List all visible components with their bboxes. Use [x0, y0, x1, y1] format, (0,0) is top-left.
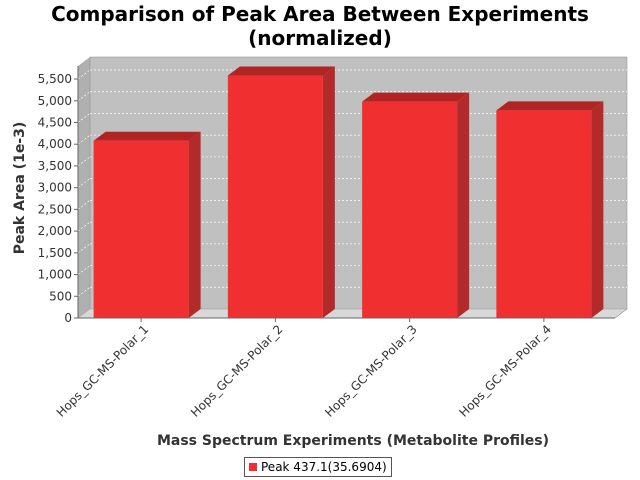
y-tick-label: 3,500 [38, 159, 72, 173]
y-tick-label: 4,000 [38, 137, 72, 151]
gridline-wall [77, 286, 91, 297]
bar-side [188, 131, 201, 318]
bar-top [496, 101, 604, 111]
y-tick-label: 5,500 [38, 72, 72, 86]
plot-back-wall [90, 57, 627, 309]
bar-front [496, 110, 592, 319]
gridline-wall [77, 134, 91, 145]
bar-side [457, 92, 470, 318]
bar-top [227, 66, 335, 76]
bar-front [93, 140, 189, 318]
y-axis-label: Peak Area (1e-3) [12, 122, 28, 255]
gridline-wall [77, 156, 91, 167]
bar-side [591, 101, 604, 319]
gridline-wall [77, 69, 91, 80]
y-tick-label: 1,500 [38, 246, 72, 260]
gridline-wall [77, 113, 91, 123]
bar [93, 131, 201, 318]
bar [227, 66, 335, 318]
y-tick-label: 5,000 [38, 94, 72, 108]
y-tick-label: 0 [64, 311, 72, 325]
x-axis: Hops_GC-MS-Polar_1 Hops_GC-MS-Polar_2 Hops… [54, 317, 615, 420]
y-tick-label: 3,000 [38, 181, 72, 195]
x-axis-label: Mass Spectrum Experiments (Metabolite Pr… [157, 433, 549, 449]
chart-title-line-2: (normalized) [248, 26, 392, 50]
gridline-wall [77, 243, 91, 254]
bar-top [362, 92, 470, 102]
bar-front [227, 75, 323, 318]
y-tick-label: 4,500 [38, 115, 72, 129]
x-tick-label: Hops_GC-MS-Polar_4 [456, 322, 554, 420]
gridline-wall [77, 200, 91, 210]
y-tick-label: 1,000 [38, 268, 72, 282]
gridline-wall [77, 178, 91, 188]
x-tick-label: Hops_GC-MS-Polar_3 [322, 322, 420, 420]
bar [362, 92, 470, 318]
legend: Peak 437.1(35.6904) [244, 457, 392, 477]
bars [93, 66, 604, 319]
bar-top [93, 131, 201, 141]
gridline-wall [77, 265, 91, 275]
plot-left-wall [78, 57, 90, 318]
bar-side [322, 66, 335, 318]
gridline-wall [77, 221, 91, 232]
chart-title-line-1: Comparison of Peak Area Between Experime… [51, 2, 589, 26]
bar-front [362, 101, 458, 318]
x-tick-label: Hops_GC-MS-Polar_1 [54, 322, 152, 420]
y-tick-label: 2,000 [38, 224, 72, 238]
y-tick-label: 500 [49, 289, 72, 303]
legend-label: Peak 437.1(35.6904) [261, 460, 387, 474]
bar [496, 101, 604, 319]
y-axis: 0 500 1,000 1,500 2,000 2,500 3,000 3,500 4,000 4… [38, 66, 79, 325]
plot-background [77, 56, 628, 319]
chart-title: Comparison of Peak Area Between Experime… [0, 2, 640, 50]
plot-outline [89, 56, 628, 319]
gridline-wall [77, 91, 91, 102]
red-square-icon [249, 463, 257, 471]
y-tick-label: 2,500 [38, 202, 72, 216]
x-tick-label: Hops_GC-MS-Polar_2 [188, 322, 286, 420]
